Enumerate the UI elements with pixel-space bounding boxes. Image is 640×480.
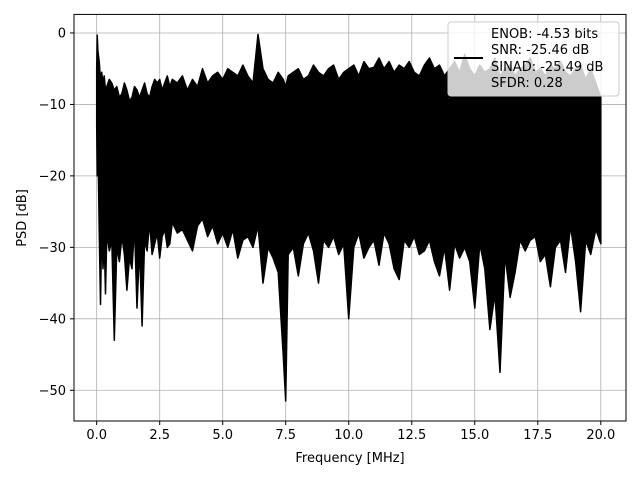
x-axis-ticks: 0.0 2.5 5.0 7.5 10.0 12.5 15.0 17.5 20.0 <box>86 421 615 443</box>
y-axis-ticks: 0 −10 −20 −30 −40 −50 <box>39 26 74 399</box>
y-tick-label: −50 <box>39 384 66 399</box>
y-tick-label: −30 <box>39 241 66 256</box>
x-tick-label: 17.5 <box>523 428 552 443</box>
y-axis-label: PSD [dB] <box>15 189 30 247</box>
x-tick-label: 15.0 <box>460 428 489 443</box>
x-tick-label: 2.5 <box>149 428 170 443</box>
legend: ENOB: -4.53 bits SNR: -25.46 dB SINAD: -… <box>447 21 620 97</box>
plot-frame <box>73 13 627 422</box>
y-tick-label: −40 <box>39 312 66 327</box>
y-tick-label: −20 <box>39 169 66 184</box>
legend-entry-sfdr: SFDR: 0.28 <box>491 76 563 91</box>
psd-envelope <box>95 33 602 402</box>
y-tick-label: −10 <box>39 98 66 113</box>
x-tick-label: 12.5 <box>397 428 426 443</box>
legend-entry-enob: ENOB: -4.53 bits <box>491 27 598 42</box>
x-tick-label: 5.0 <box>212 428 233 443</box>
psd-series <box>95 33 602 402</box>
legend-box <box>447 21 620 97</box>
legend-entry-sinad: SINAD: -25.49 dB <box>491 60 603 75</box>
x-tick-label: 10.0 <box>334 428 363 443</box>
y-tick-label: 0 <box>58 26 66 41</box>
x-tick-label: 20.0 <box>586 428 615 443</box>
legend-entry-snr: SNR: -25.46 dB <box>491 43 589 58</box>
x-tick-label: 0.0 <box>86 428 107 443</box>
x-axis-label: Frequency [MHz] <box>295 451 404 466</box>
x-tick-label: 7.5 <box>275 428 296 443</box>
